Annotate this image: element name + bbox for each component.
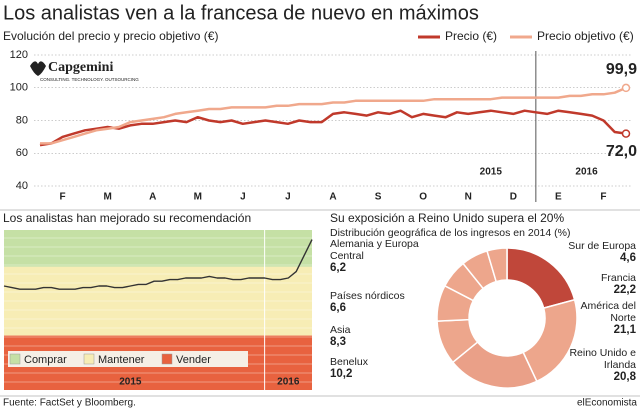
y-tick-label: 120 (10, 49, 28, 61)
series-line (3, 239, 313, 290)
series-line (39, 109, 627, 147)
slice-value: 22,2 (613, 284, 636, 296)
y-tick-label: 80 (16, 114, 28, 126)
slice-value: 10,2 (330, 368, 353, 380)
x-tick-label: D (510, 192, 517, 203)
slice-name: Sur de Europa (568, 240, 636, 252)
chart-title: Los analistas han mejorado su recomendac… (3, 211, 251, 225)
x-tick-label: 2015 (119, 377, 142, 388)
slice-label: Asia 8,3 (330, 324, 410, 348)
slice-value: 6,2 (330, 262, 346, 274)
x-tick-label: S (375, 192, 382, 203)
chart-title: Los analistas ven a la francesa de nuevo… (3, 2, 479, 24)
legend-label: Precio (€) (445, 29, 497, 43)
end-point (621, 83, 631, 93)
slice-value: 20,8 (613, 371, 636, 383)
x-tick-label: M (103, 192, 111, 203)
legend-label: Precio objetivo (€) (537, 29, 634, 43)
x-tick-label: J (285, 192, 291, 203)
slice-name: Reino Unido e Irlanda (569, 347, 636, 371)
logo-icon (30, 61, 46, 76)
legend-label: Vender (176, 354, 211, 366)
x-tick-label: A (149, 192, 156, 203)
slice-value: 21,1 (613, 324, 636, 336)
slice-label: Países nórdicos 6,6 (330, 290, 410, 314)
end-point (621, 129, 631, 138)
slice-label: Reino Unido e Irlanda 20,8 (556, 347, 636, 383)
x-tick-label: M (194, 192, 202, 203)
x-tick-label: F (600, 192, 606, 203)
y-tick-label: 60 (16, 147, 28, 159)
slice-value: 6,6 (330, 302, 346, 314)
slice-name: Francia (600, 272, 636, 284)
donut-slice (486, 247, 508, 283)
chart-title: Su exposición a Reino Unido supera el 20… (330, 211, 564, 225)
slice-value: 4,6 (620, 252, 636, 264)
value-label: 72,0 (606, 143, 637, 160)
y-tick-label: 40 (16, 180, 28, 192)
legend-label: Comprar (24, 354, 67, 366)
x-tick-label: J (240, 192, 246, 203)
x-tick-label: F (59, 192, 65, 203)
x-tick-label: O (419, 192, 427, 203)
year-label: 2015 (480, 167, 503, 178)
slice-name: América del Norte (580, 300, 636, 324)
slice-label: Alemania y Europa Central 6,2 (330, 238, 422, 274)
x-tick-label: E (555, 192, 562, 203)
value-label: 99,9 (606, 61, 637, 78)
legend-bg (8, 351, 248, 367)
legend-swatch (83, 353, 95, 365)
year-label: 2016 (575, 167, 598, 178)
band (4, 230, 312, 267)
chart-subtitle: Distribución geográfica de los ingresos … (330, 227, 570, 239)
slice-name: Países nórdicos (330, 290, 405, 302)
slice-label: Sur de Europa 4,6 (546, 240, 636, 264)
x-tick-label: 2016 (277, 377, 300, 388)
legend-swatch (9, 353, 21, 365)
source: Fuente: FactSet y Bloomberg. (3, 398, 136, 409)
slice-label: América del Norte 21,1 (566, 300, 636, 336)
chart-subtitle: Evolución del precio y precio objetivo (… (3, 29, 218, 43)
slice-value: 8,3 (330, 336, 346, 348)
brand: elEconomista (577, 398, 637, 409)
logo: Capgemini (48, 60, 113, 75)
legend-label: Mantener (98, 354, 145, 366)
slice-label: Francia 22,2 (566, 272, 636, 296)
y-tick-label: 100 (10, 82, 28, 94)
slice-label: Benelux 10,2 (330, 356, 410, 380)
x-tick-label: N (465, 192, 472, 203)
logo-tagline: CONSULTING. TECHNOLOGY. OUTSOURCING (40, 77, 139, 82)
series-line (40, 86, 627, 145)
slice-name: Alemania y Europa Central (330, 238, 419, 262)
legend-swatch (161, 353, 173, 365)
slice-name: Benelux (330, 356, 368, 368)
slice-name: Asia (330, 324, 351, 336)
x-tick-label: A (329, 192, 336, 203)
